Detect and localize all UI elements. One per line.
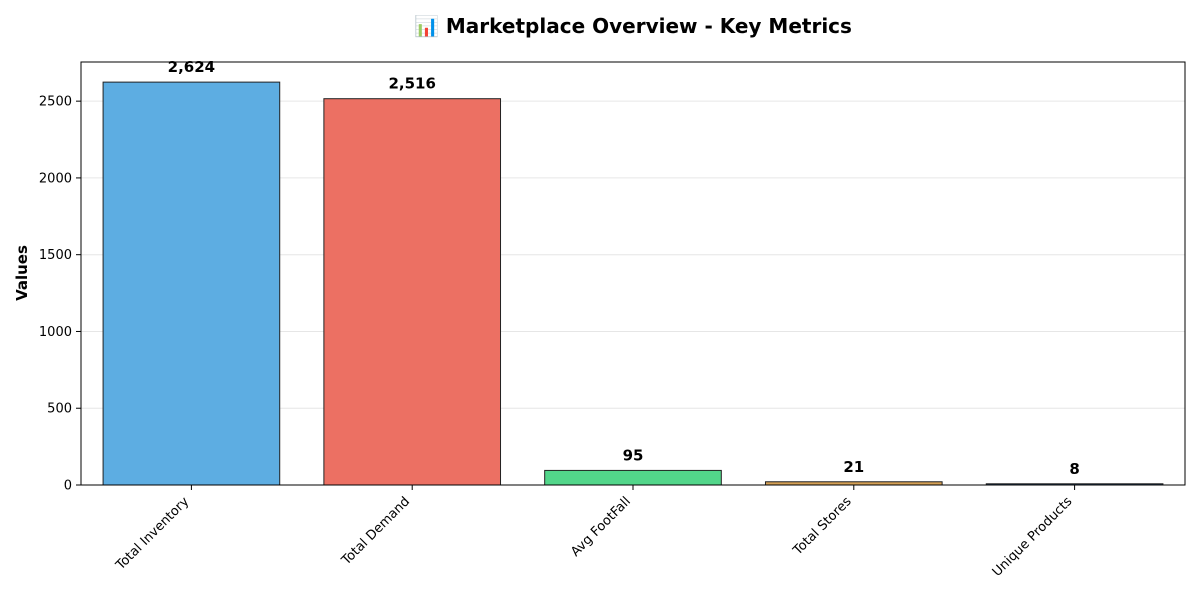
y-axis-ticks: 0 500 1000 1500 2000 2500 — [39, 95, 81, 494]
y-tick-label: 1500 — [39, 248, 72, 263]
bar-value-label: 2,624 — [168, 58, 215, 76]
y-tick-label: 0 — [64, 479, 72, 494]
x-tick-label: Total Demand — [338, 494, 413, 569]
x-tick-label: Total Inventory — [113, 494, 193, 574]
y-tick-label: 2500 — [39, 95, 72, 110]
bar-total-demand — [323, 98, 502, 486]
bar-value-label: 2,516 — [388, 75, 435, 93]
chart-title: 📊 Marketplace Overview - Key Metrics — [414, 14, 852, 38]
y-tick-label: 500 — [47, 402, 72, 417]
x-axis-ticks: Total Inventory Total Demand Avg FootFall T… — [113, 485, 1076, 580]
x-tick-label: Total Stores — [790, 494, 855, 559]
bar-avg-footfall — [544, 469, 722, 486]
bar-value-label: 21 — [843, 458, 864, 476]
bar-value-label: 95 — [623, 446, 644, 464]
bars — [102, 81, 1164, 486]
x-tick-label: Unique Products — [990, 494, 1076, 580]
y-tick-label: 2000 — [39, 171, 72, 186]
bar-total-inventory — [102, 81, 281, 486]
value-labels: 2,624 2,516 95 21 8 — [168, 58, 1080, 478]
bar-value-label: 8 — [1069, 460, 1079, 478]
y-tick-label: 1000 — [39, 325, 72, 340]
x-tick-label: Avg FootFall — [568, 494, 634, 560]
y-axis-label: Values — [13, 245, 31, 301]
